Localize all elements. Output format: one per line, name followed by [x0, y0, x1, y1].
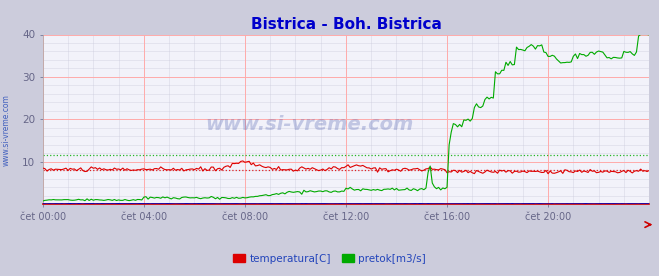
- Text: www.si-vreme.com: www.si-vreme.com: [206, 115, 414, 134]
- Title: Bistrica - Boh. Bistrica: Bistrica - Boh. Bistrica: [250, 17, 442, 32]
- Legend: temperatura[C], pretok[m3/s]: temperatura[C], pretok[m3/s]: [229, 250, 430, 268]
- Text: www.si-vreme.com: www.si-vreme.com: [2, 94, 11, 166]
